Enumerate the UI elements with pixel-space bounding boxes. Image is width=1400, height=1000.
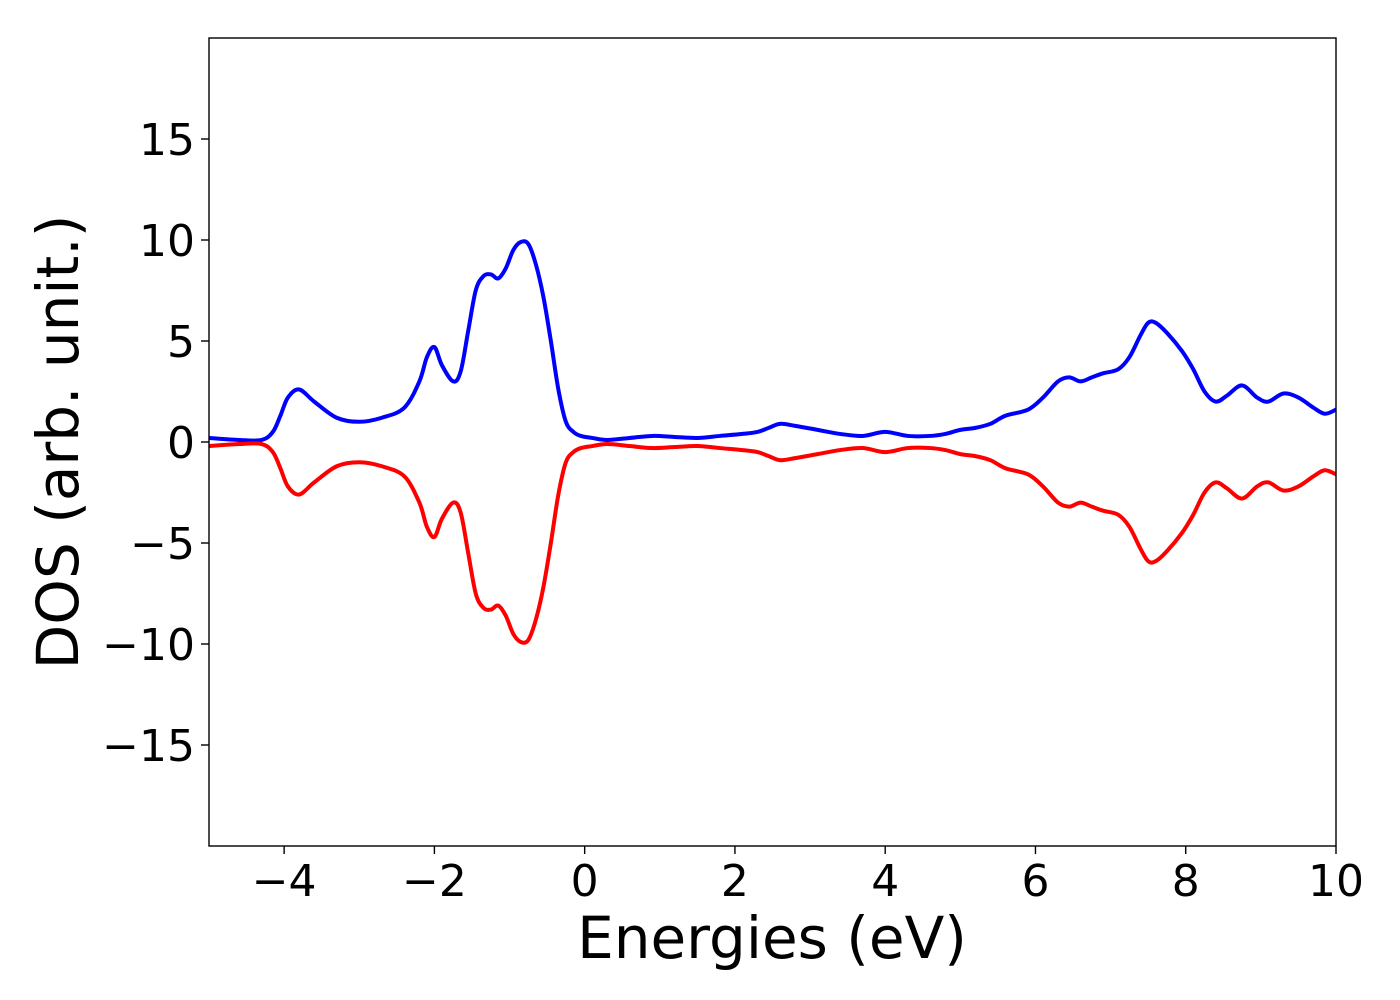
x-tick-label: 2	[721, 856, 749, 907]
series-line-1	[209, 441, 1336, 645]
series-layer	[209, 239, 1336, 645]
y-tick-label: 15	[139, 115, 195, 166]
series-line-0	[209, 239, 1336, 443]
y-tick-label: −5	[130, 519, 195, 570]
x-axis-ticks: −4 −2 0 2 4 6 8 10	[252, 846, 1364, 907]
x-tick-label: 10	[1308, 856, 1364, 907]
x-tick-label: −4	[252, 856, 317, 907]
x-tick-label: 8	[1172, 856, 1200, 907]
x-tick-label: 4	[871, 856, 899, 907]
y-axis-ticks: −15 −10 −5 0 5 10 15	[102, 115, 209, 772]
x-tick-label: 6	[1021, 856, 1049, 907]
y-tick-label: −15	[102, 721, 195, 772]
y-tick-label: 0	[167, 418, 195, 469]
x-axis-label: Energies (eV)	[577, 904, 967, 972]
y-tick-label: 10	[139, 216, 195, 267]
y-tick-label: −10	[102, 620, 195, 671]
x-tick-label: −2	[402, 856, 467, 907]
y-tick-label: 5	[167, 317, 195, 368]
x-tick-label: 0	[571, 856, 599, 907]
y-axis-label: DOS (arb. unit.)	[24, 215, 92, 670]
